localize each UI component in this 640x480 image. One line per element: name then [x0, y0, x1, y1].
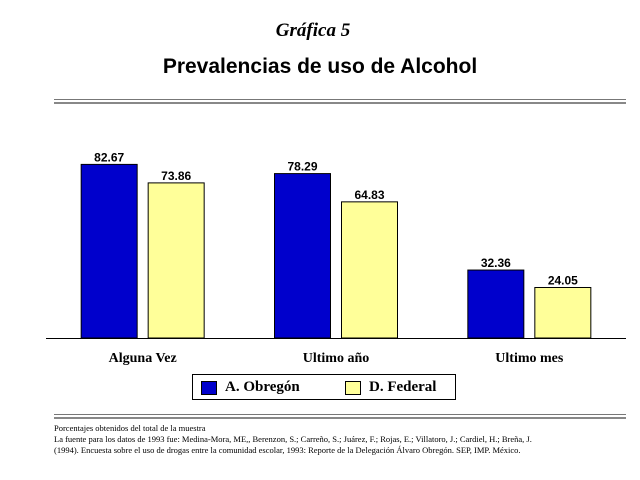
bottom-divider-line-1 [54, 414, 626, 415]
legend-label-federal: D. Federal [369, 379, 437, 395]
footnote-line-3: (1994). Encuesta sobre el uso de drogas … [54, 445, 521, 455]
legend-item-obregon: A. Obregón [201, 379, 300, 396]
data-label-a-obregon-alguna-vez: 82.67 [94, 150, 124, 164]
legend-item-federal: D. Federal [345, 379, 436, 396]
bar-chart: 82.67 73.86 Alguna Vez 78.29 64.83 Ultimo año… [46, 150, 626, 366]
graph-number: Gráfica 5 [275, 20, 351, 41]
chart-title: Prevalencias de uso de Alcohol [162, 55, 478, 78]
bar-a-obregon-ultimo-ano [274, 173, 331, 339]
footnote: Porcentajes obtenidos del total de la mu… [54, 423, 626, 456]
legend-label-obregon: A. Obregón [225, 379, 300, 395]
legend: A. Obregón D. Federal [192, 374, 456, 400]
bar-a-obregon-ultimo-mes [467, 269, 525, 339]
x-tick-label-ultimo-mes: Ultimo mes [495, 351, 564, 366]
x-tick-label-alguna-vez: Alguna Vez [109, 351, 177, 366]
bar-a-obregon-alguna-vez [80, 163, 138, 339]
legend-swatch-obregon [201, 380, 217, 395]
top-divider-line-2 [54, 102, 626, 104]
data-label-d-federal-ultimo-mes: 24.05 [548, 273, 578, 287]
x-tick-label-ultimo-ano: Ultimo año [303, 351, 370, 366]
data-label-d-federal-ultimo-ano: 64.83 [354, 188, 384, 202]
legend-swatch-federal [345, 380, 361, 395]
footnote-line-2: La fuente para los datos de 1993 fue: Me… [54, 434, 532, 444]
data-label-a-obregon-ultimo-ano: 78.29 [287, 160, 317, 174]
top-divider-line-1 [54, 99, 626, 100]
data-label-d-federal-alguna-vez: 73.86 [161, 169, 191, 183]
bar-d-federal-alguna-vez [147, 182, 205, 339]
bar-d-federal-ultimo-ano [341, 201, 398, 339]
footnote-line-1: Porcentajes obtenidos del total de la mu… [54, 423, 206, 433]
data-label-a-obregon-ultimo-mes: 32.36 [481, 256, 511, 270]
bar-d-federal-ultimo-mes [534, 286, 592, 339]
bottom-divider-line-2 [54, 417, 626, 419]
